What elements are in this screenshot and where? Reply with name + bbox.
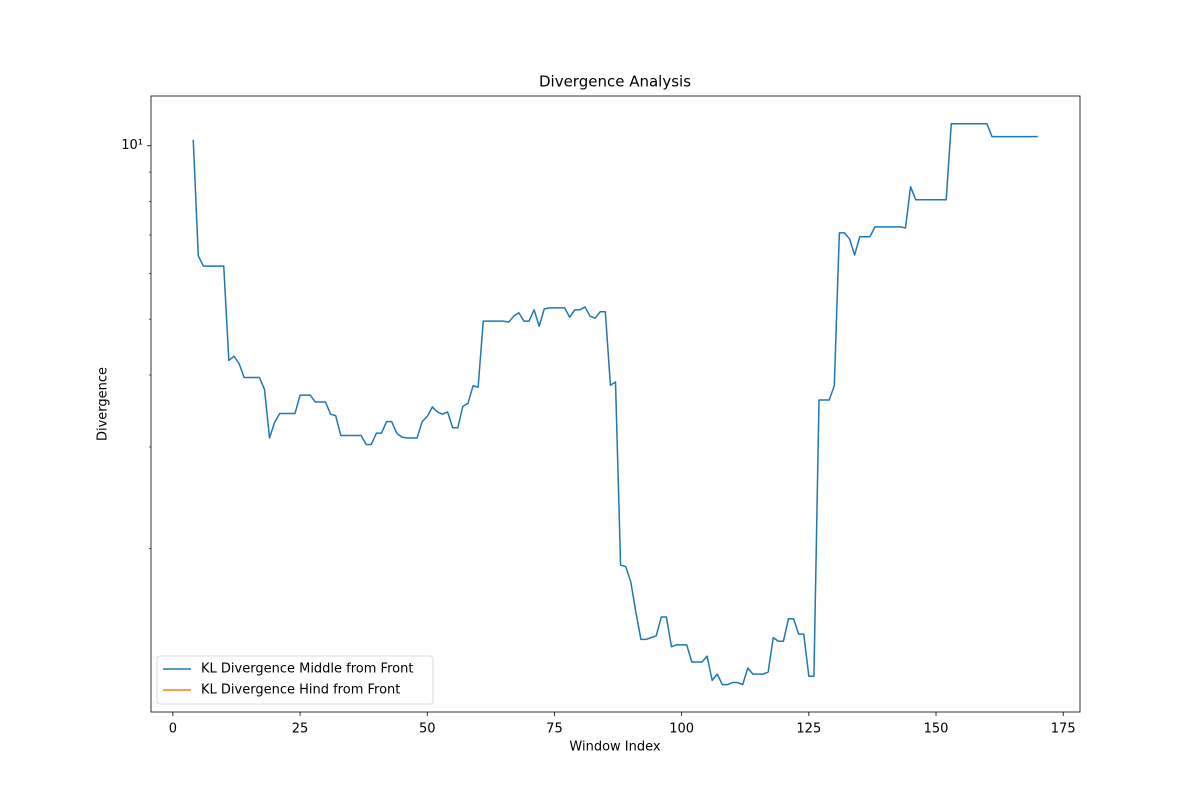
chart-title: Divergence Analysis	[539, 73, 691, 91]
x-tick-label: 0	[169, 722, 177, 737]
x-tick-label: 100	[669, 722, 694, 737]
legend-label: KL Divergence Middle from Front	[201, 662, 413, 677]
x-tick-label: 125	[796, 722, 821, 737]
y-axis-label: Divergence	[96, 367, 111, 441]
x-axis-label: Window Index	[569, 740, 660, 755]
x-tick-label: 25	[292, 722, 309, 737]
x-tick-label: 50	[419, 722, 436, 737]
legend-box	[156, 655, 434, 705]
x-tick-label: 75	[546, 722, 563, 737]
x-tick-label: 175	[1051, 722, 1076, 737]
x-tick-label: 150	[924, 722, 949, 737]
data-line	[192, 122, 1038, 686]
plot-frame	[150, 95, 1081, 713]
y-tick-label: 10¹	[121, 138, 143, 153]
legend-label: KL Divergence Hind from Front	[201, 683, 400, 698]
